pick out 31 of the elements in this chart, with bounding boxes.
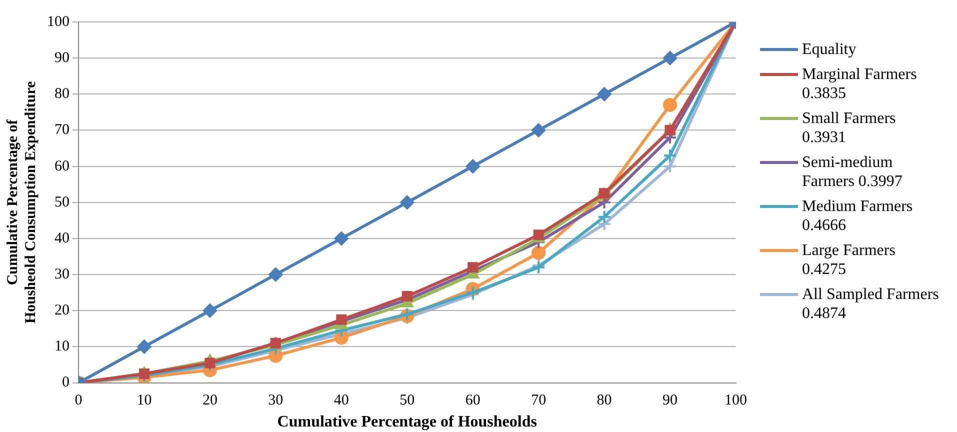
legend-label: Medium Farmers 0.4666 [802,197,914,235]
legend-label: All Sampled Farmers 0.4874 [802,285,940,323]
y-tick-label: 50 [54,194,70,210]
x-tick-label: 30 [268,392,284,409]
y-tick-label: 40 [54,230,70,246]
legend-label: Equality [802,40,856,59]
x-tick-label: 10 [136,392,152,409]
y-tick-label: 60 [54,158,70,174]
x-tick-label: 40 [334,392,349,409]
x-tick-label: 20 [202,392,218,409]
y-tick-label: 0 [62,374,70,391]
y-tick-label: 10 [54,338,70,355]
y-tick-label: 90 [54,50,70,66]
x-tick-label: 50 [400,392,415,409]
x-tick-label: 90 [662,392,678,409]
x-tick-label: 100 [724,392,747,409]
x-tick-label: 60 [465,392,480,409]
y-axis-title: Cumulative Percentage of Housheold Consumption Expenditure [4,80,39,324]
x-axis-title: Cumulative Percentage of Housheolds [277,414,537,431]
legend-label: Large Farmers 0.4275 [802,241,896,279]
y-tick-label: 30 [54,266,70,282]
legend-label: Semi-medium Farmers 0.3997 [802,153,904,191]
x-tick-label: 0 [74,392,82,409]
y-tick-label: 100 [47,14,70,30]
y-tick-label: 20 [54,302,70,319]
legend-label: Marginal Farmers 0.3835 [802,65,918,103]
y-tick-label: 80 [54,86,70,102]
x-tick-label: 80 [596,392,612,409]
x-tick-label: 70 [531,392,546,409]
y-tick-label: 70 [54,122,70,138]
legend-label: Small Farmers 0.3931 [802,109,897,147]
